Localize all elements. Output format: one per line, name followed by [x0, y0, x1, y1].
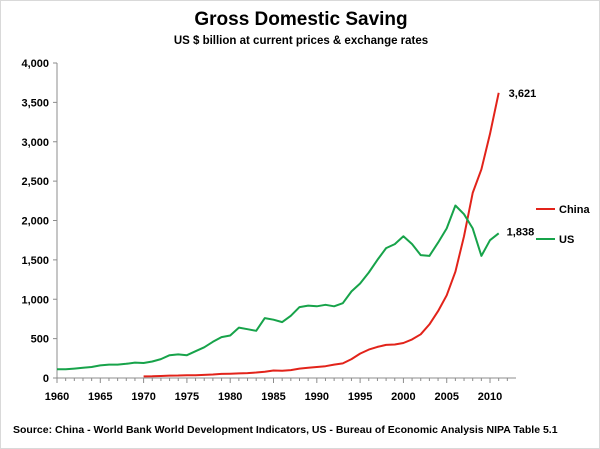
x-tick-label: 2000	[391, 391, 415, 403]
y-tick-label: 3,500	[21, 97, 49, 109]
x-tick-label: 1965	[88, 391, 112, 403]
x-tick-label: 1960	[45, 391, 69, 403]
x-tick-label: 1975	[175, 391, 199, 403]
x-tick-label: 1980	[218, 391, 242, 403]
x-tick-label: 1985	[261, 391, 285, 403]
x-tick-label: 1970	[131, 391, 155, 403]
x-tick-label: 1990	[305, 391, 329, 403]
y-tick-label: 1,500	[21, 255, 49, 267]
y-tick-label: 500	[31, 334, 49, 346]
x-tick-label: 2010	[478, 391, 502, 403]
plot-area: 05001,0001,5002,0002,5003,0003,5004,000 …	[21, 58, 590, 403]
y-tick-label: 0	[43, 373, 49, 385]
end-value-label-us: 1,838	[507, 226, 535, 238]
legend-label-us: US	[559, 234, 574, 246]
series-line-china	[143, 92, 500, 378]
y-tick-label: 2,500	[21, 176, 49, 188]
y-tick-label: 4,000	[21, 58, 49, 70]
legend-label-china: China	[559, 204, 590, 216]
y-tick-label: 1,000	[21, 294, 49, 306]
series-line-us	[57, 204, 500, 371]
chart-title: Gross Domestic Saving	[194, 9, 408, 30]
y-tick-label: 3,000	[21, 137, 49, 149]
x-tick-label: 2005	[434, 391, 458, 403]
source-note: Source: China - World Bank World Develop…	[13, 424, 558, 436]
y-tick-label: 2,000	[21, 216, 49, 228]
chart-subtitle: US $ billion at current prices & exchang…	[173, 35, 429, 47]
end-value-label-china: 3,621	[509, 88, 537, 100]
x-tick-label: 1995	[348, 391, 372, 403]
